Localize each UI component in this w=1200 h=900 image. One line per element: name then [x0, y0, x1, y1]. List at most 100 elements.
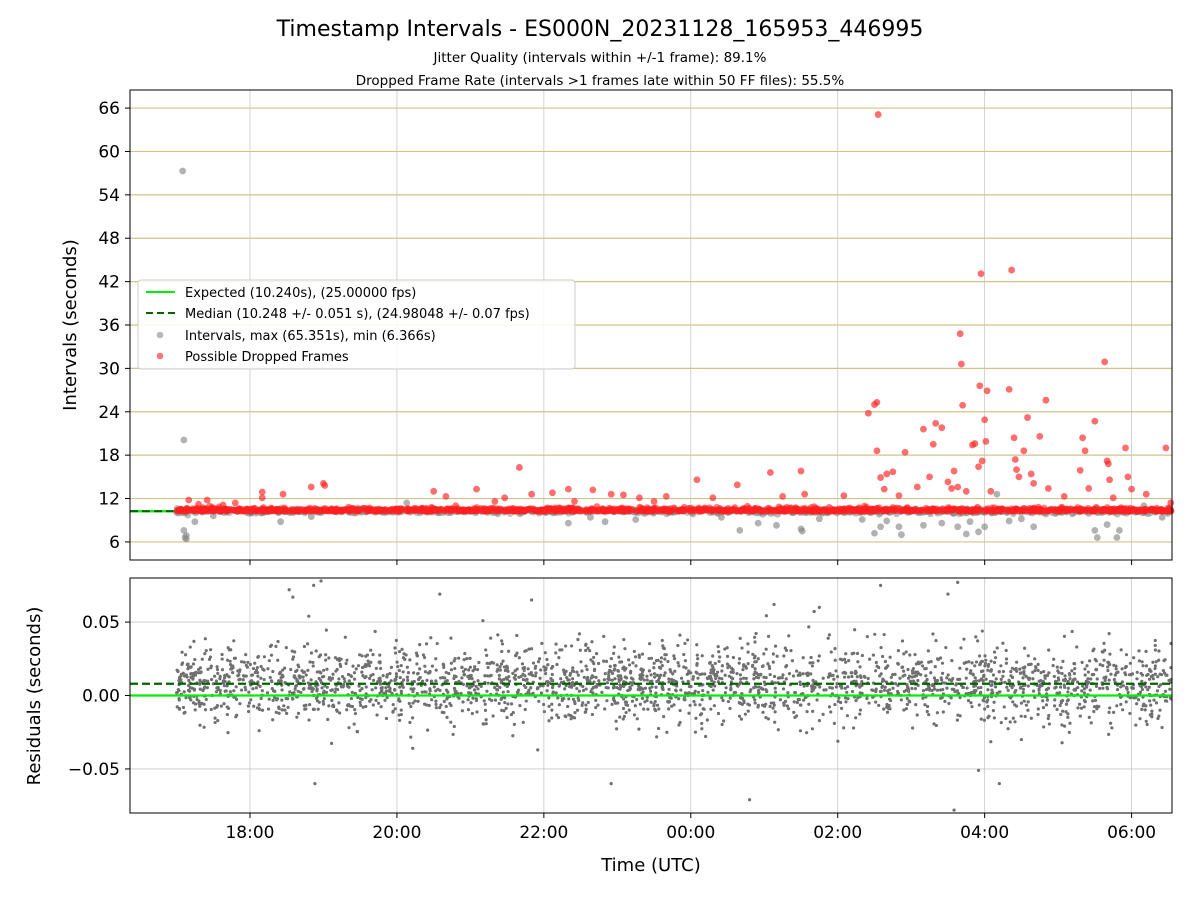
residual-point	[366, 659, 370, 663]
residual-point	[272, 696, 277, 700]
residual-point	[406, 678, 410, 682]
dropped-frame-point	[1125, 507, 1133, 515]
residual-point	[747, 703, 752, 707]
residual-point	[1128, 711, 1132, 716]
residual-point	[1045, 688, 1049, 692]
residual-point	[834, 685, 838, 689]
residual-point	[248, 662, 252, 667]
residual-point	[927, 712, 931, 717]
residual-point	[672, 703, 676, 707]
residual-point	[379, 705, 383, 709]
residual-point	[767, 666, 772, 670]
residual-point	[545, 680, 549, 684]
residual-point	[909, 679, 913, 683]
residual-point	[1145, 722, 1149, 727]
residual-point	[315, 670, 319, 674]
residual-point	[776, 728, 780, 732]
residual-point	[570, 715, 575, 719]
residual-point	[505, 664, 509, 668]
residual-point	[502, 677, 506, 682]
dropped-frame-point	[973, 506, 981, 514]
residual-point	[687, 711, 691, 715]
residual-point	[597, 679, 601, 683]
residual-point	[256, 655, 260, 659]
residual-point	[1106, 668, 1110, 673]
residual-point	[259, 676, 263, 680]
residual-point	[198, 666, 203, 670]
residual-point	[845, 685, 850, 689]
residual-point	[715, 674, 719, 678]
intervals-y-tick-label: 42	[98, 273, 120, 293]
residual-point	[1157, 658, 1161, 662]
dropped-frame-point	[650, 504, 658, 512]
residual-point	[935, 711, 939, 715]
residual-point	[483, 674, 487, 678]
residual-point	[652, 675, 657, 679]
residual-point	[302, 704, 306, 708]
residual-point	[225, 673, 229, 677]
dropped-frame-point	[1099, 505, 1107, 513]
residual-point	[360, 654, 364, 658]
dropped-frame-point	[926, 473, 933, 481]
residual-point	[571, 677, 575, 681]
dropped-frame-point	[693, 476, 701, 484]
residual-point	[1151, 677, 1155, 681]
residual-point	[1144, 719, 1148, 723]
residual-point	[585, 667, 589, 672]
residual-point	[754, 631, 758, 636]
residual-point	[1076, 706, 1080, 710]
dropped-frame-point	[1091, 417, 1099, 425]
residual-point	[459, 691, 463, 696]
residual-point	[1021, 687, 1026, 691]
residual-point	[501, 659, 505, 663]
residual-point	[321, 702, 326, 706]
residual-point	[746, 662, 750, 666]
dropped-frame-point	[555, 507, 563, 515]
residual-point	[887, 697, 892, 701]
residual-point	[310, 689, 314, 694]
residual-point	[709, 678, 714, 683]
residual-point	[1033, 657, 1037, 661]
residual-point	[296, 689, 300, 693]
residual-point	[1056, 678, 1061, 682]
residual-point	[193, 673, 198, 677]
residual-point	[594, 705, 598, 710]
residual-point	[473, 667, 477, 671]
residual-point	[256, 674, 260, 678]
residual-point	[353, 711, 358, 716]
residual-point	[737, 700, 741, 705]
residual-point	[634, 664, 638, 668]
interval-point	[718, 513, 725, 521]
residual-point	[940, 695, 944, 700]
residual-point	[906, 667, 910, 672]
residual-point	[682, 652, 686, 657]
dropped-frame-point	[589, 486, 597, 494]
residual-point	[683, 659, 687, 663]
residual-point	[570, 669, 575, 673]
intervals-y-tick-label: 66	[98, 99, 120, 119]
residual-point	[324, 690, 329, 695]
residual-point	[1095, 707, 1099, 711]
interval-point	[601, 518, 609, 526]
residual-point	[962, 661, 966, 665]
residual-point	[307, 686, 311, 690]
residual-point	[753, 667, 757, 671]
residual-point	[853, 628, 857, 632]
residual-point	[605, 681, 609, 685]
residual-point	[1054, 685, 1058, 689]
residual-point	[659, 660, 663, 664]
residual-point	[555, 662, 559, 667]
residual-point	[396, 664, 400, 669]
residual-point	[260, 689, 264, 693]
residual-point	[844, 652, 848, 656]
residual-point	[261, 667, 265, 671]
residual-point	[196, 671, 200, 675]
residual-point	[500, 649, 504, 654]
residual-point	[973, 684, 978, 688]
residual-point	[637, 727, 641, 731]
residual-point	[1135, 670, 1139, 674]
residual-point	[439, 703, 443, 707]
residual-point	[517, 675, 521, 679]
dropped-frame-point	[639, 506, 647, 513]
residual-point	[630, 683, 634, 687]
